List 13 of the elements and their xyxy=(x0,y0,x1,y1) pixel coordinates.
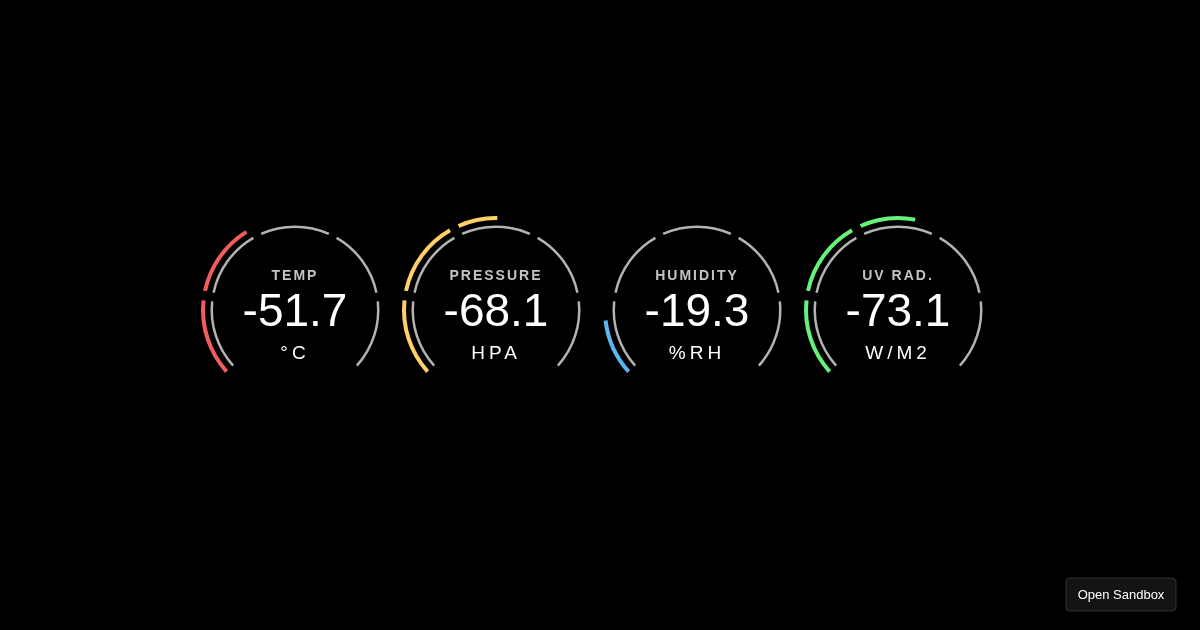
data-label: -51.7 xyxy=(242,284,348,336)
open-button: Open Sandbox xyxy=(1065,577,1177,612)
text: HPA xyxy=(471,342,521,363)
text: °C xyxy=(280,342,310,363)
data-label: -19.3 xyxy=(644,284,750,336)
text: %RH xyxy=(668,342,726,363)
text: UV RAD. xyxy=(862,267,934,283)
text: W/M2 xyxy=(865,342,931,363)
text: HUMIDITY xyxy=(655,267,739,283)
data-label: -68.1 xyxy=(443,284,549,336)
text: PRESSURE xyxy=(449,267,543,283)
text: TEMP xyxy=(271,267,319,283)
data-label: -73.1 xyxy=(845,284,951,336)
